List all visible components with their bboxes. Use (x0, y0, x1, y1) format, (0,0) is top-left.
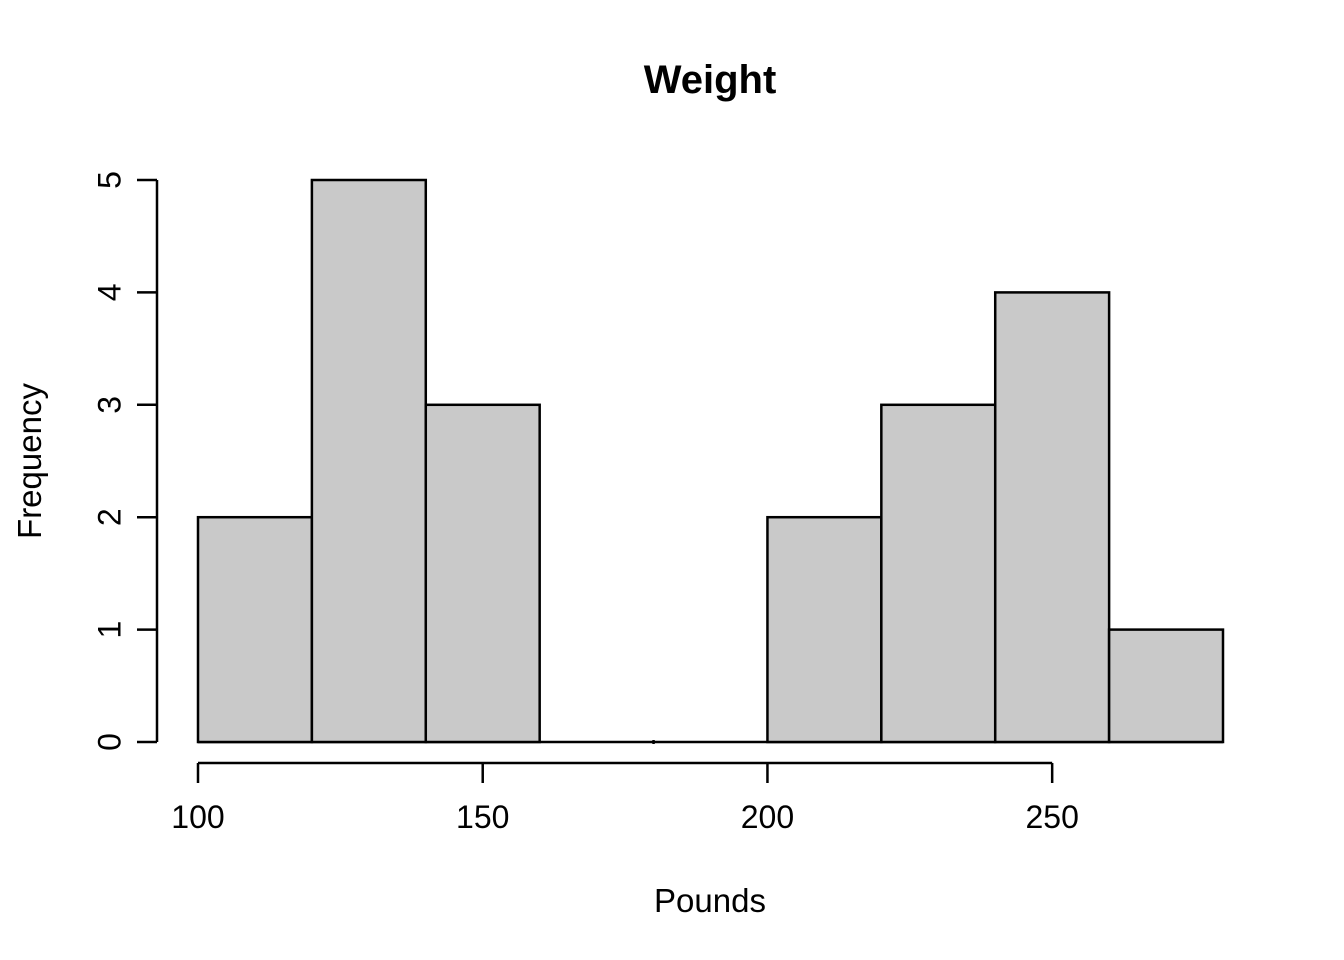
histogram-bar (424, 403, 541, 744)
histogram-bar (310, 178, 428, 744)
x-tick-label: 200 (741, 799, 794, 835)
y-tick-label: 4 (91, 284, 127, 302)
y-axis-label-text: Frequency (11, 383, 48, 539)
y-tick-label: 5 (91, 171, 127, 189)
x-tick-label: 150 (456, 799, 509, 835)
y-tick-label: 3 (91, 396, 127, 414)
chart-title: Weight (643, 58, 777, 102)
y-tick-label: 0 (91, 733, 127, 751)
y-tick-label: 1 (91, 621, 127, 639)
histogram-bar (993, 291, 1111, 744)
histogram-bar (766, 515, 883, 744)
y-tick-label: 2 (91, 508, 127, 526)
histogram-bar (1107, 628, 1225, 744)
x-tick-label: 250 (1025, 799, 1078, 835)
x-tick-label: 100 (171, 799, 224, 835)
histogram-bar (880, 403, 997, 744)
histogram-bar (196, 515, 314, 744)
x-axis-label: Pounds (654, 882, 766, 919)
